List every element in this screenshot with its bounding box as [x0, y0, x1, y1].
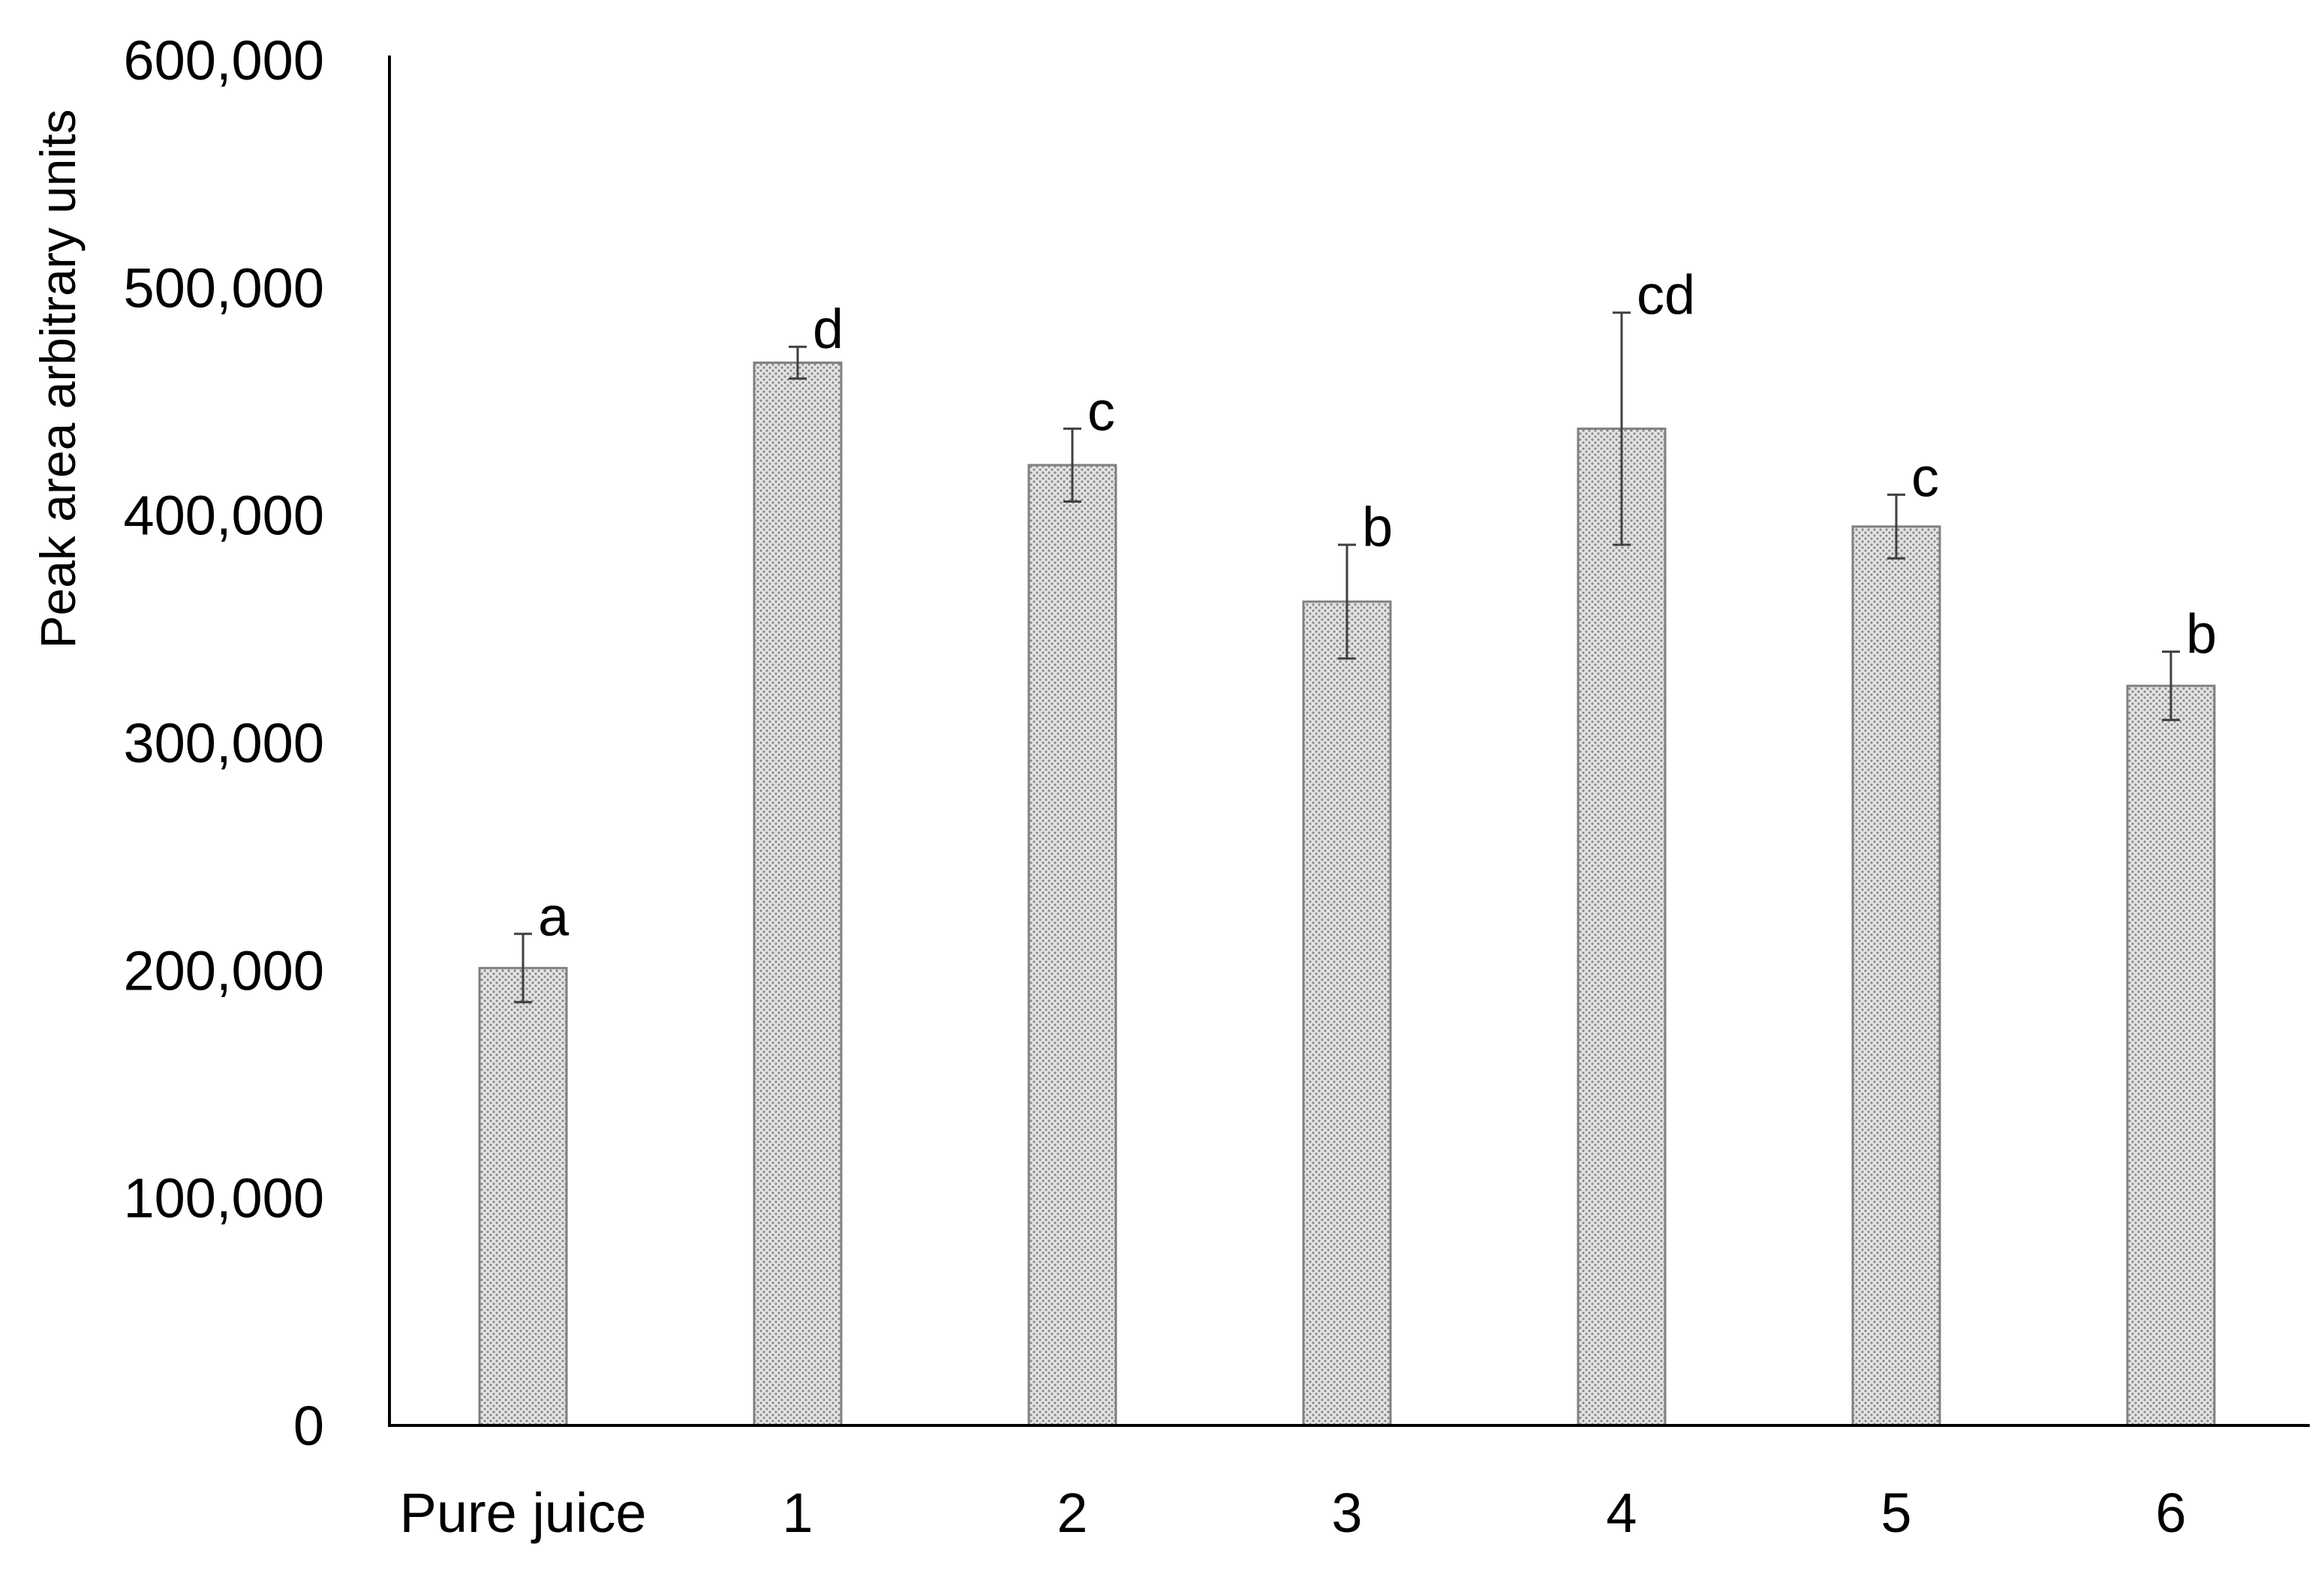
bar [1577, 427, 1667, 1427]
significance-label: a [538, 885, 570, 948]
y-tick-label: 300,000 [124, 712, 325, 774]
x-tick-label: 3 [1331, 1482, 1362, 1544]
error-bar [1338, 543, 1356, 660]
error-bar [514, 933, 532, 1004]
x-tick-label: Pure juice [399, 1482, 646, 1544]
y-tick-label: 0 [293, 1395, 324, 1457]
x-tick-label: 5 [1881, 1482, 1911, 1544]
y-tick-label: 500,000 [124, 257, 325, 319]
bar [478, 966, 568, 1427]
significance-label: b [1362, 496, 1393, 558]
bar [1851, 525, 1941, 1427]
error-bar [1887, 493, 1905, 560]
significance-label: cd [1637, 264, 1695, 326]
x-tick-label: 6 [2155, 1482, 2186, 1544]
significance-label: d [813, 298, 843, 360]
bar [753, 361, 843, 1427]
bar [1027, 464, 1117, 1427]
y-tick-label: 100,000 [124, 1167, 325, 1230]
error-bar [1613, 311, 1631, 546]
significance-label: b [2186, 603, 2217, 665]
error-bars-group [514, 311, 2180, 1004]
error-bar [1063, 427, 1081, 503]
error-bar [789, 345, 807, 380]
significance-labels-group: a d c b cd c b [538, 264, 2217, 948]
bars-group [478, 361, 2216, 1427]
y-axis-ticks: 0 100,000 200,000 300,000 400,000 500,000 600,… [124, 29, 325, 1457]
y-tick-label: 600,000 [124, 29, 325, 92]
x-axis-ticks: Pure juice 1 2 3 4 5 6 [399, 1482, 2186, 1544]
bar [2126, 684, 2216, 1427]
y-tick-label: 200,000 [124, 939, 325, 1002]
x-tick-label: 2 [1057, 1482, 1087, 1544]
x-tick-label: 1 [782, 1482, 813, 1544]
x-tick-label: 4 [1606, 1482, 1637, 1544]
y-axis-title: Peak area arbitrary units [30, 109, 86, 648]
significance-label: c [1087, 380, 1115, 442]
error-bar [2162, 650, 2180, 722]
significance-label: c [1911, 446, 1939, 508]
bar [1302, 600, 1392, 1427]
y-tick-label: 400,000 [124, 485, 325, 547]
